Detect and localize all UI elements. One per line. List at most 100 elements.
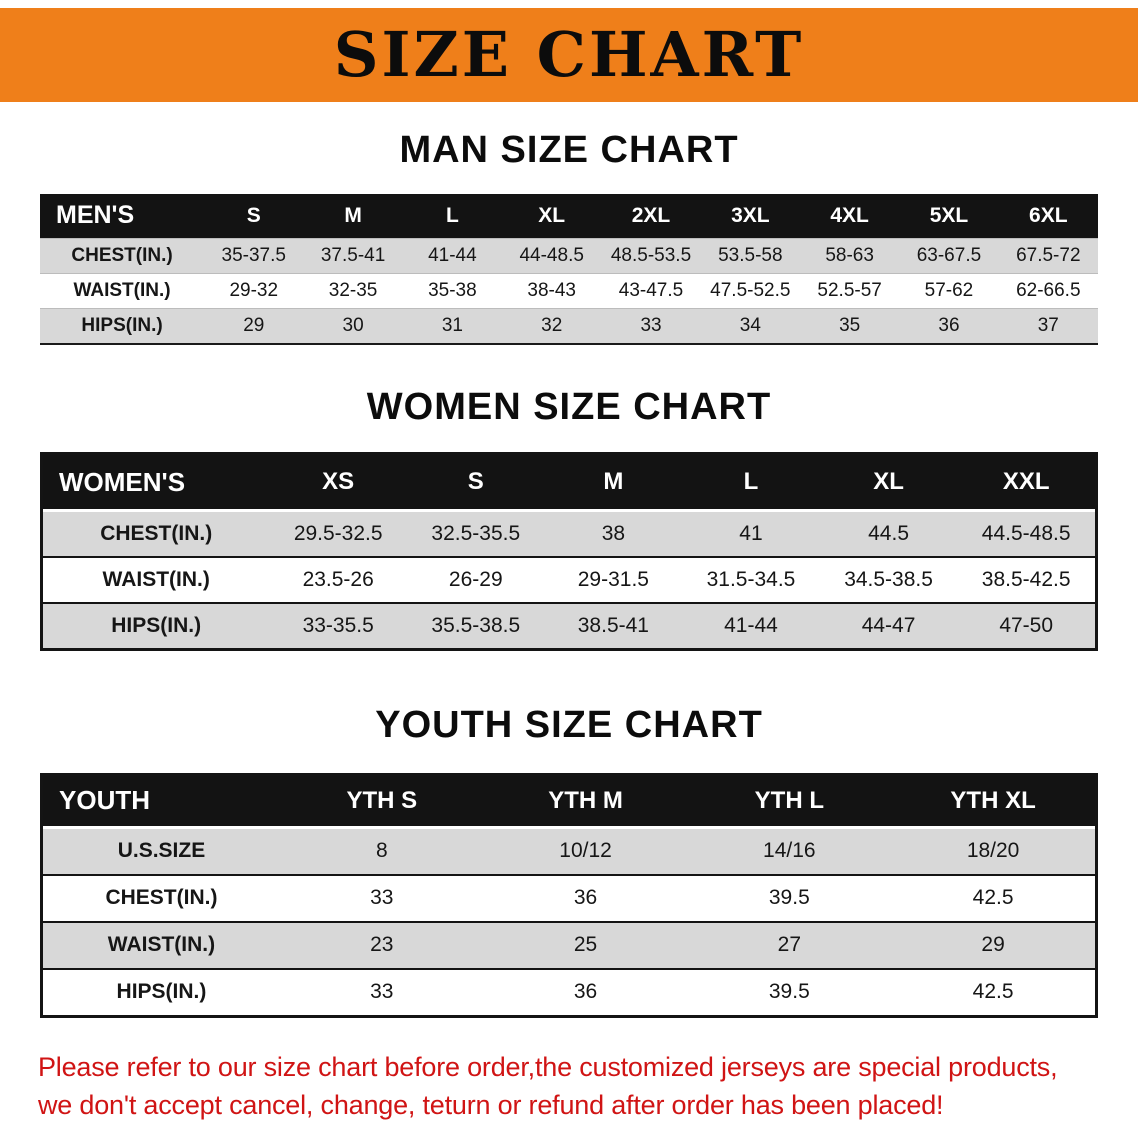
table-row: WAIST(IN.) 23 25 27 29 (43, 920, 1095, 969)
size-value-cell: 29-32 (204, 272, 304, 309)
section-man: MAN SIZE CHART MEN'S S M L XL 2XL 3XL 4XL 5XL 6XL… (0, 128, 1138, 345)
size-value-cell: 23.5-26 (269, 556, 407, 604)
table-row: CHEST(IN.) 29.5-32.5 32.5-35.5 38 41 44.5 44.5… (43, 509, 1095, 558)
header-row: YOUTH YTH S YTH M YTH L YTH XL (43, 775, 1095, 829)
size-header-cell: XXL (957, 455, 1095, 513)
size-value-cell: 53.5-58 (700, 237, 800, 274)
measurement-label-cell: HIPS(IN.) (43, 967, 280, 1015)
size-value-cell: 44-48.5 (502, 237, 602, 274)
table-row: U.S.SIZE 8 10/12 14/16 18/20 (43, 826, 1095, 875)
header-row: MEN'S S M L XL 2XL 3XL 4XL 5XL 6XL (40, 193, 1098, 239)
size-value-cell: 67.5-72 (998, 237, 1098, 274)
size-value-cell: 29 (204, 307, 304, 344)
disclaimer-line-1: Please refer to our size chart before or… (38, 1051, 1058, 1082)
size-value-cell: 41 (682, 509, 820, 558)
size-value-cell: 31 (402, 307, 503, 344)
table-row: WAIST(IN.) 29-32 32-35 35-38 38-43 43-47.5 47.… (40, 272, 1098, 309)
size-value-cell: 34 (700, 307, 800, 344)
size-value-cell: 35 (799, 307, 900, 344)
size-header-cell: XL (819, 455, 958, 513)
size-value-cell: 35-37.5 (204, 237, 304, 274)
women-size-table: WOMEN'S XS S M L XL XXL CHEST(IN.) 29.5-32.5 32.5… (40, 452, 1098, 652)
section-women: WOMEN SIZE CHART WOMEN'S XS S M L XL XXL CHEST(… (0, 385, 1138, 652)
size-value-cell: 41-44 (682, 602, 820, 649)
womens-table: WOMEN'S XS S M L XL XXL CHEST(IN.) 29.5-32.5 32.5… (43, 455, 1095, 649)
size-value-cell: 25 (483, 920, 688, 969)
size-value-cell: 18/20 (891, 826, 1095, 875)
section-heading-youth: YOUTH SIZE CHART (375, 704, 763, 747)
measurement-label-cell: CHEST(IN.) (43, 509, 270, 558)
size-chart-banner: SIZE CHART (0, 8, 1138, 102)
size-value-cell: 33 (279, 873, 484, 922)
table-row: CHEST(IN.) 33 36 39.5 42.5 (43, 873, 1095, 922)
size-value-cell: 29 (891, 920, 1095, 969)
size-value-cell: 33 (601, 307, 701, 344)
size-value-cell: 58-63 (799, 237, 900, 274)
size-value-cell: 48.5-53.5 (601, 237, 701, 274)
disclaimer: Please refer to our size chart before or… (38, 1048, 1138, 1125)
page-title: SIZE CHART (333, 18, 805, 91)
size-value-cell: 38 (544, 509, 683, 558)
section-youth: YOUTH SIZE CHART YOUTH YTH S YTH M YTH L YTH… (0, 703, 1138, 1018)
size-header-cell: XS (269, 455, 407, 513)
size-value-cell: 44.5 (819, 509, 958, 558)
size-value-cell: 32.5-35.5 (406, 509, 545, 558)
table-title-cell: WOMEN'S (43, 455, 270, 513)
size-value-cell: 44.5-48.5 (957, 509, 1095, 558)
size-value-cell: 38.5-42.5 (957, 556, 1095, 604)
size-value-cell: 38-43 (502, 272, 602, 309)
size-value-cell: 35-38 (402, 272, 503, 309)
size-header-cell: L (402, 193, 503, 239)
size-header-cell: 3XL (700, 193, 800, 239)
size-value-cell: 47.5-52.5 (700, 272, 800, 309)
size-value-cell: 43-47.5 (601, 272, 701, 309)
table-row: CHEST(IN.) 35-37.5 37.5-41 41-44 44-48.5 48.5… (40, 237, 1098, 274)
table-title-cell: MEN'S (40, 193, 205, 239)
size-chart-page: SIZE CHART MAN SIZE CHART MEN'S S M L XL 2XL 3… (0, 8, 1138, 1124)
size-header-cell: M (544, 455, 683, 513)
measurement-label-cell: WAIST(IN.) (43, 556, 270, 604)
size-value-cell: 31.5-34.5 (682, 556, 820, 604)
size-header-cell: 2XL (601, 193, 701, 239)
measurement-label-cell: CHEST(IN.) (43, 873, 280, 922)
size-header-cell: YTH M (483, 775, 688, 829)
size-value-cell: 37.5-41 (303, 237, 403, 274)
header-row: WOMEN'S XS S M L XL XXL (43, 455, 1095, 513)
measurement-label-cell: U.S.SIZE (43, 826, 280, 875)
disclaimer-line-2: we don't accept cancel, change, teturn o… (38, 1090, 944, 1121)
measurement-label-cell: HIPS(IN.) (43, 602, 270, 649)
size-header-cell: YTH S (279, 775, 484, 829)
size-value-cell: 42.5 (891, 873, 1095, 922)
size-value-cell: 26-29 (406, 556, 545, 604)
size-value-cell: 37 (998, 307, 1098, 344)
size-value-cell: 29.5-32.5 (269, 509, 407, 558)
size-header-cell: YTH XL (891, 775, 1095, 829)
size-value-cell: 36 (483, 873, 688, 922)
size-value-cell: 63-67.5 (899, 237, 999, 274)
size-header-cell: YTH L (687, 775, 892, 829)
man-size-table: MEN'S S M L XL 2XL 3XL 4XL 5XL 6XL CHEST(IN.) 35-37… (40, 193, 1098, 345)
size-value-cell: 8 (279, 826, 484, 875)
table-row: HIPS(IN.) 33 36 39.5 42.5 (43, 967, 1095, 1015)
size-value-cell: 32 (502, 307, 602, 344)
size-value-cell: 38.5-41 (544, 602, 683, 649)
size-value-cell: 47-50 (957, 602, 1095, 649)
size-value-cell: 41-44 (402, 237, 503, 274)
table-row: WAIST(IN.) 23.5-26 26-29 29-31.5 31.5-34.5 34… (43, 556, 1095, 604)
size-header-cell: 4XL (799, 193, 900, 239)
size-header-cell: L (682, 455, 820, 513)
size-value-cell: 62-66.5 (998, 272, 1098, 309)
table-row: HIPS(IN.) 33-35.5 35.5-38.5 38.5-41 41-44 44-… (43, 602, 1095, 649)
mens-table: MEN'S S M L XL 2XL 3XL 4XL 5XL 6XL CHEST(IN.) 35-37… (40, 193, 1098, 345)
section-heading-women: WOMEN SIZE CHART (366, 385, 772, 428)
size-value-cell: 10/12 (483, 826, 688, 875)
section-heading-man: MAN SIZE CHART (399, 129, 739, 171)
size-value-cell: 30 (303, 307, 403, 344)
size-value-cell: 42.5 (891, 967, 1095, 1015)
size-value-cell: 29-31.5 (544, 556, 683, 604)
measurement-label-cell: WAIST(IN.) (43, 920, 280, 969)
size-value-cell: 39.5 (687, 873, 892, 922)
size-value-cell: 52.5-57 (799, 272, 900, 309)
size-value-cell: 14/16 (687, 826, 892, 875)
table-title-cell: YOUTH (43, 775, 280, 829)
